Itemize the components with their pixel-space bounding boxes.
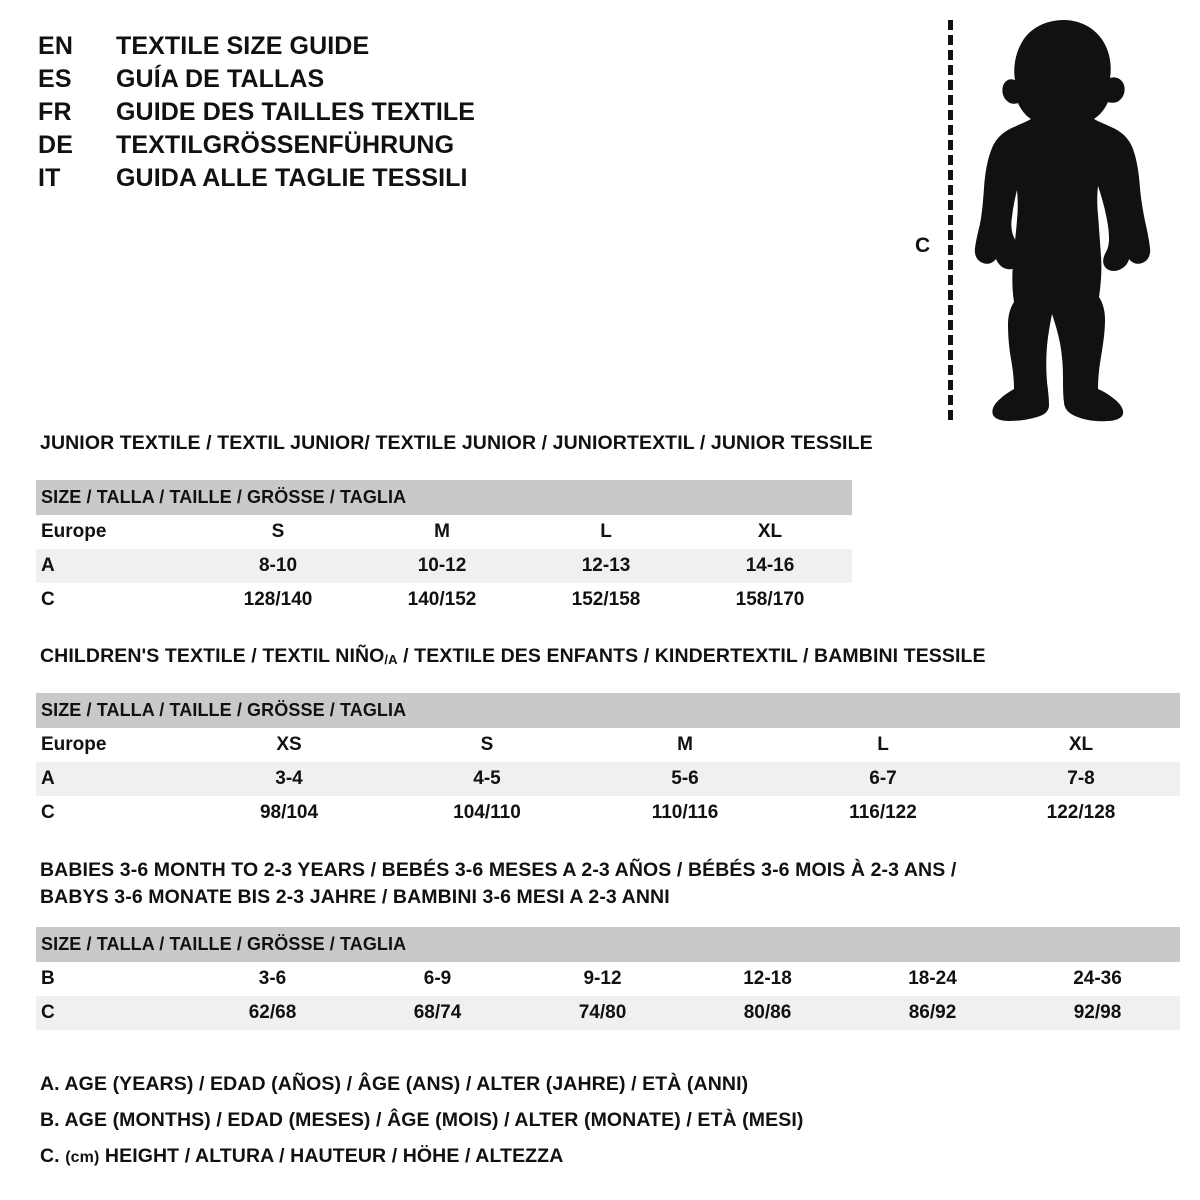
junior-row-label-a: A: [36, 549, 196, 583]
babies-months-6: 24-36: [1015, 962, 1180, 996]
children-size-m: M: [586, 728, 784, 762]
babies-months-2: 6-9: [355, 962, 520, 996]
language-row-de: DE TEXTILGRÖSSENFÜHRUNG: [38, 129, 558, 162]
language-code-fr: FR: [38, 98, 72, 126]
table-row: C 98/104 104/110 110/116 116/122 122/128: [36, 796, 1181, 830]
babies-months-3: 9-12: [520, 962, 685, 996]
table-row: C 128/140 140/152 152/158 158/170: [36, 583, 852, 617]
babies-months-4: 12-18: [685, 962, 850, 996]
children-size-s: S: [388, 728, 586, 762]
children-age-s: 4-5: [388, 762, 586, 796]
children-row-label-europe: Europe: [36, 728, 190, 762]
children-table-header-bar: SIZE / TALLA / TAILLE / GRÖSSE / TAGLIA: [36, 693, 1181, 728]
babies-height-6: 92/98: [1015, 996, 1180, 1030]
junior-height-l: 152/158: [524, 583, 688, 617]
guide-title-en: TEXTILE SIZE GUIDE: [116, 32, 370, 60]
junior-row-label-europe: Europe: [36, 515, 196, 549]
children-title-pre: CHILDREN'S TEXTILE / TEXTIL NIÑO: [40, 645, 385, 667]
babies-height-4: 80/86: [685, 996, 850, 1030]
height-dashed-line: [948, 20, 953, 420]
legend-line-c: C. (cm) HEIGHT / ALTURA / HAUTEUR / HÖHE…: [40, 1138, 940, 1176]
junior-size-m: M: [360, 515, 524, 549]
guide-title-fr: GUIDE DES TAILLES TEXTILE: [116, 98, 476, 126]
language-code-it: IT: [38, 164, 61, 192]
language-row-fr: FR GUIDE DES TAILLES TEXTILE: [38, 96, 558, 129]
junior-row-label-c: C: [36, 583, 196, 617]
children-title-subscript: /A: [384, 652, 398, 667]
children-height-m: 110/116: [586, 796, 784, 830]
legend-line-b: B. AGE (MONTHS) / EDAD (MESES) / ÂGE (MO…: [40, 1109, 804, 1131]
babies-table-header-bar: SIZE / TALLA / TAILLE / GRÖSSE / TAGLIA: [36, 927, 1180, 962]
children-row-label-a: A: [36, 762, 190, 796]
guide-title-de: TEXTILGRÖSSENFÜHRUNG: [116, 131, 455, 159]
junior-size-l: L: [524, 515, 688, 549]
babies-section-title-line2: BABYS 3-6 MONATE BIS 2-3 JAHRE / BAMBINI…: [40, 886, 670, 908]
children-size-bar-label: SIZE / TALLA / TAILLE / GRÖSSE / TAGLIA: [36, 693, 1181, 728]
babies-size-table: SIZE / TALLA / TAILLE / GRÖSSE / TAGLIA …: [36, 927, 1180, 1030]
table-row: A 8-10 10-12 12-13 14-16: [36, 549, 852, 583]
junior-age-m: 10-12: [360, 549, 524, 583]
children-height-s: 104/110: [388, 796, 586, 830]
babies-height-5: 86/92: [850, 996, 1015, 1030]
babies-months-1: 3-6: [190, 962, 355, 996]
guide-title-es: GUÍA DE TALLAS: [116, 65, 325, 93]
junior-size-xl: XL: [688, 515, 852, 549]
babies-row-label-b: B: [36, 962, 190, 996]
children-size-xs: XS: [190, 728, 388, 762]
children-height-l: 116/122: [784, 796, 982, 830]
junior-height-s: 128/140: [196, 583, 360, 617]
junior-table-header-bar: SIZE / TALLA / TAILLE / GRÖSSE / TAGLIA: [36, 480, 852, 515]
children-age-xs: 3-4: [190, 762, 388, 796]
table-row: Europe S M L XL: [36, 515, 852, 549]
children-size-table: SIZE / TALLA / TAILLE / GRÖSSE / TAGLIA …: [36, 693, 1181, 830]
babies-row-label-c: C: [36, 996, 190, 1030]
children-age-l: 6-7: [784, 762, 982, 796]
measurement-legend: A. AGE (YEARS) / EDAD (AÑOS) / ÂGE (ANS)…: [40, 1066, 940, 1176]
children-height-xs: 98/104: [190, 796, 388, 830]
legend-c-suffix: HEIGHT / ALTURA / HAUTEUR / HÖHE / ALTEZ…: [99, 1145, 564, 1167]
junior-age-xl: 14-16: [688, 549, 852, 583]
junior-height-xl: 158/170: [688, 583, 852, 617]
children-size-xl: XL: [982, 728, 1181, 762]
legend-c-prefix: C.: [40, 1145, 66, 1167]
junior-age-l: 12-13: [524, 549, 688, 583]
table-row: C 62/68 68/74 74/80 80/86 86/92 92/98: [36, 996, 1180, 1030]
children-section-title: CHILDREN'S TEXTILE / TEXTIL NIÑO/A / TEX…: [40, 643, 986, 673]
children-row-label-c: C: [36, 796, 190, 830]
babies-section-title-line1: BABIES 3-6 MONTH TO 2-3 YEARS / BEBÉS 3-…: [40, 859, 957, 881]
junior-age-s: 8-10: [196, 549, 360, 583]
junior-size-table: SIZE / TALLA / TAILLE / GRÖSSE / TAGLIA …: [36, 480, 852, 617]
children-title-post: / TEXTILE DES ENFANTS / KINDERTEXTIL / B…: [397, 645, 986, 667]
language-row-es: ES GUÍA DE TALLAS: [38, 63, 558, 96]
junior-section-title: JUNIOR TEXTILE / TEXTIL JUNIOR/ TEXTILE …: [40, 432, 873, 454]
children-size-l: L: [784, 728, 982, 762]
babies-months-5: 18-24: [850, 962, 1015, 996]
language-row-it: IT GUIDA ALLE TAGLIE TESSILI: [38, 162, 558, 195]
babies-height-3: 74/80: [520, 996, 685, 1030]
junior-size-bar-label: SIZE / TALLA / TAILLE / GRÖSSE / TAGLIA: [36, 480, 852, 515]
table-row: A 3-4 4-5 5-6 6-7 7-8: [36, 762, 1181, 796]
babies-height-2: 68/74: [355, 996, 520, 1030]
guide-title-it: GUIDA ALLE TAGLIE TESSILI: [116, 164, 468, 192]
legend-line-a: A. AGE (YEARS) / EDAD (AÑOS) / ÂGE (ANS)…: [40, 1073, 749, 1095]
table-row: Europe XS S M L XL: [36, 728, 1181, 762]
height-marker-label: C: [915, 234, 931, 257]
language-code-es: ES: [38, 65, 72, 93]
junior-size-s: S: [196, 515, 360, 549]
language-code-en: EN: [38, 32, 74, 60]
children-age-m: 5-6: [586, 762, 784, 796]
legend-c-unit: (cm): [65, 1149, 100, 1166]
children-height-xl: 122/128: [982, 796, 1181, 830]
height-measurement-figure: C: [900, 14, 1170, 424]
language-row-en: EN TEXTILE SIZE GUIDE: [38, 30, 558, 63]
language-header-block: EN TEXTILE SIZE GUIDE ES GUÍA DE TALLAS …: [38, 30, 558, 195]
language-code-de: DE: [38, 131, 74, 159]
children-age-xl: 7-8: [982, 762, 1181, 796]
junior-height-m: 140/152: [360, 583, 524, 617]
babies-size-bar-label: SIZE / TALLA / TAILLE / GRÖSSE / TAGLIA: [36, 927, 1180, 962]
babies-height-1: 62/68: [190, 996, 355, 1030]
table-row: B 3-6 6-9 9-12 12-18 18-24 24-36: [36, 962, 1180, 996]
child-silhouette-icon: [974, 20, 1151, 422]
